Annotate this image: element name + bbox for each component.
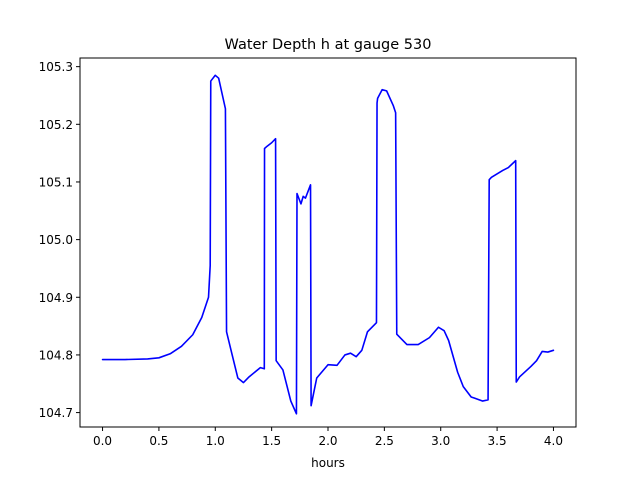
chart-title: Water Depth h at gauge 530 — [225, 37, 432, 53]
series-line — [101, 74, 555, 415]
y-tick-label: 105.0 — [39, 233, 73, 247]
y-tick-label: 104.7 — [39, 406, 73, 420]
y-tick-label: 105.3 — [39, 60, 73, 74]
x-tick-label: 4.0 — [544, 434, 563, 448]
y-tick-label: 104.9 — [39, 291, 73, 305]
y-tick-label: 105.1 — [39, 175, 73, 189]
x-axis-label: hours — [311, 456, 345, 470]
y-axis: 104.7 104.8 104.9 105.0 105.1 105.2 105.3 — [39, 60, 80, 420]
x-tick-label: 3.5 — [488, 434, 507, 448]
plot-layer — [101, 74, 555, 415]
x-tick-label: 2.5 — [375, 434, 394, 448]
x-axis: 0.0 0.5 1.0 1.5 2.0 2.5 3.0 3.5 4.0 — [93, 427, 563, 448]
x-tick-label: 1.5 — [262, 434, 281, 448]
y-tick-label: 104.8 — [39, 348, 73, 362]
x-tick-label: 0.0 — [93, 434, 112, 448]
y-tick-label: 105.2 — [39, 118, 73, 132]
x-tick-label: 3.0 — [431, 434, 450, 448]
x-tick-label: 0.5 — [149, 434, 168, 448]
x-tick-label: 2.0 — [318, 434, 337, 448]
x-tick-label: 1.0 — [206, 434, 225, 448]
